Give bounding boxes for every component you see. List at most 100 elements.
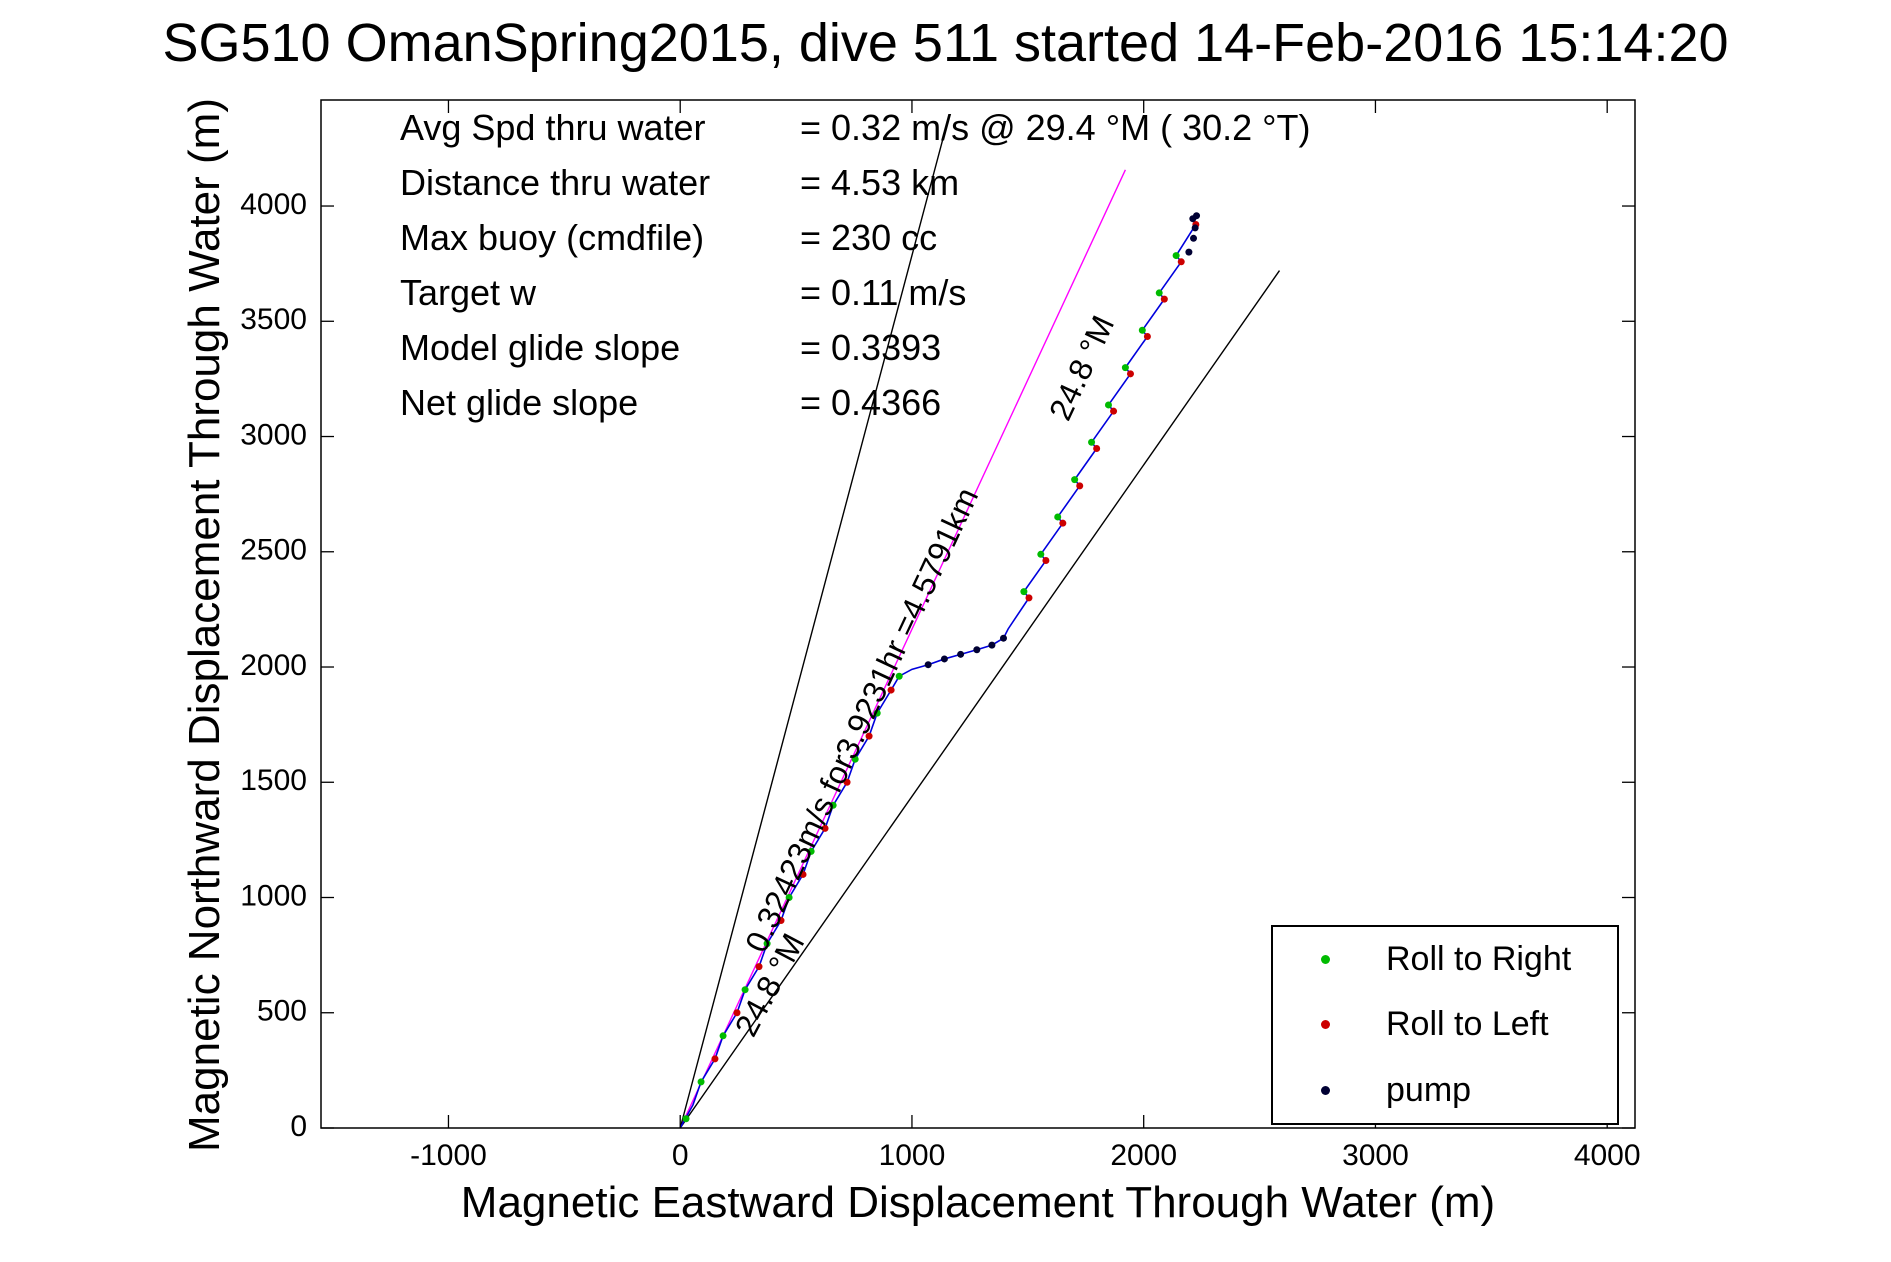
roll-left-marker (733, 1009, 741, 1017)
roll-right-marker (741, 986, 749, 994)
x-axis-label: Magnetic Eastward Displacement Through W… (460, 1178, 1496, 1227)
roll-left-marker (711, 1055, 719, 1063)
y-tick-label: 500 (257, 995, 307, 1028)
roll-left-marker (1093, 445, 1101, 453)
stat-value: = 230 cc (800, 217, 938, 258)
stat-row-max-buoy: Max buoy (cmdfile) = 230 cc (400, 210, 1311, 265)
roll-left-marker (777, 917, 785, 925)
pump-marker (957, 650, 965, 658)
y-tick-label: 0 (290, 1110, 307, 1143)
y-tick-label: 4000 (240, 188, 307, 221)
x-tick-label: 4000 (1574, 1139, 1641, 1172)
legend-label: Roll to Right (1386, 940, 1572, 979)
roll-right-marker (1020, 588, 1028, 596)
pump-marker (988, 641, 996, 649)
y-tick-label: 2000 (240, 649, 307, 682)
roll-right-marker (895, 672, 903, 680)
bearing-sector-right-line (679, 270, 1281, 1129)
legend-label: pump (1386, 1070, 1472, 1109)
roll-right-marker (763, 940, 771, 948)
roll-left-marker (1143, 332, 1151, 340)
stat-row-avg-speed: Avg Spd thru water = 0.32 m/s @ 29.4 °M … (400, 100, 1311, 155)
y-tick-label: 2500 (240, 534, 307, 567)
x-tick-label: 0 (672, 1139, 689, 1172)
roll-right-marker (785, 894, 793, 902)
y-tick-label: 3000 (240, 418, 307, 451)
roll-left-marker (1110, 407, 1118, 415)
stats-block: Avg Spd thru water = 0.32 m/s @ 29.4 °M … (400, 100, 1311, 430)
pump-marker-icon (1321, 1085, 1330, 1095)
roll-right-marker (682, 1115, 690, 1123)
pump-marker (1193, 212, 1201, 220)
roll-left-marker (1059, 519, 1067, 527)
roll-left-marker (799, 870, 807, 878)
stat-row-model-glide-slope: Model glide slope = 0.3393 (400, 320, 1311, 375)
legend-item-roll-right: Roll to Right (1273, 940, 1617, 979)
roll-right-marker (1172, 252, 1180, 260)
axes-box (320, 99, 1636, 1129)
roll-right-marker (697, 1078, 705, 1086)
stat-row-distance: Distance thru water = 4.53 km (400, 155, 1311, 210)
roll-right-marker (851, 755, 859, 763)
pump-marker (999, 634, 1007, 642)
stat-value: = 0.32 m/s @ 29.4 °M ( 30.2 °T) (800, 107, 1311, 148)
stat-row-target-w: Target w = 0.11 m/s (400, 265, 1311, 320)
roll-right-marker (1138, 326, 1146, 334)
stat-label: Distance thru water (400, 162, 711, 203)
stat-label: Net glide slope (400, 382, 639, 423)
legend-box: Roll to Right Roll to Left pump (1271, 925, 1619, 1125)
pump-marker (973, 646, 981, 654)
x-tick-label: 3000 (1342, 1139, 1409, 1172)
roll-left-marker (1025, 594, 1033, 602)
roll-left-marker (843, 778, 851, 786)
glider-track-line (679, 214, 1198, 1129)
stat-row-net-glide-slope: Net glide slope = 0.4366 (400, 375, 1311, 430)
stat-value: = 0.4366 (800, 382, 942, 423)
roll-right-marker (1088, 438, 1096, 446)
roll-right-marker (1054, 513, 1062, 521)
roll-left-marker (1076, 482, 1084, 490)
x-tick-label: 1000 (879, 1139, 946, 1172)
x-tick-label: 2000 (1110, 1139, 1177, 1172)
pump-marker (1185, 248, 1193, 256)
stat-label: Avg Spd thru water (400, 107, 706, 148)
stat-label: Target w (400, 272, 537, 313)
stat-value: = 0.3393 (800, 327, 942, 368)
roll-right-marker-icon (1321, 955, 1330, 965)
pump-marker (924, 661, 932, 669)
roll-left-marker (1177, 258, 1185, 266)
roll-left-marker (821, 824, 829, 832)
pump-marker (940, 655, 948, 663)
roll-left-marker (865, 732, 873, 740)
stat-value: = 0.11 m/s (800, 272, 967, 313)
roll-right-marker (1155, 289, 1163, 297)
roll-left-marker (1042, 557, 1050, 565)
stat-value: = 4.53 km (800, 162, 960, 203)
roll-left-marker (1126, 370, 1134, 378)
y-tick-label: 1000 (240, 879, 307, 912)
legend-item-roll-left: Roll to Left (1273, 1005, 1617, 1044)
roll-left-marker (1160, 295, 1168, 303)
roll-right-marker (873, 709, 881, 717)
pump-marker (1190, 234, 1198, 242)
roll-right-marker (1121, 364, 1129, 372)
roll-right-marker (1104, 401, 1112, 409)
bearing-sector-left-line (679, 118, 950, 1129)
stat-label: Model glide slope (400, 327, 681, 368)
y-tick-label: 1500 (240, 764, 307, 797)
roll-right-marker (829, 801, 837, 809)
course-made-good-line (679, 169, 1127, 1129)
legend-item-pump: pump (1273, 1071, 1617, 1110)
roll-right-marker (719, 1032, 727, 1040)
roll-right-marker (807, 847, 815, 855)
roll-right-marker (1037, 550, 1045, 558)
roll-left-marker-icon (1321, 1020, 1330, 1030)
plot-title: SG510 OmanSpring2015, dive 511 started 1… (162, 13, 1729, 73)
y-tick-label: 3500 (240, 303, 307, 336)
x-tick-label: -1000 (410, 1139, 487, 1172)
roll-left-marker (887, 686, 895, 694)
y-axis-label: Magnetic Northward Displacement Through … (180, 98, 229, 1152)
stat-label: Max buoy (cmdfile) (400, 217, 705, 258)
